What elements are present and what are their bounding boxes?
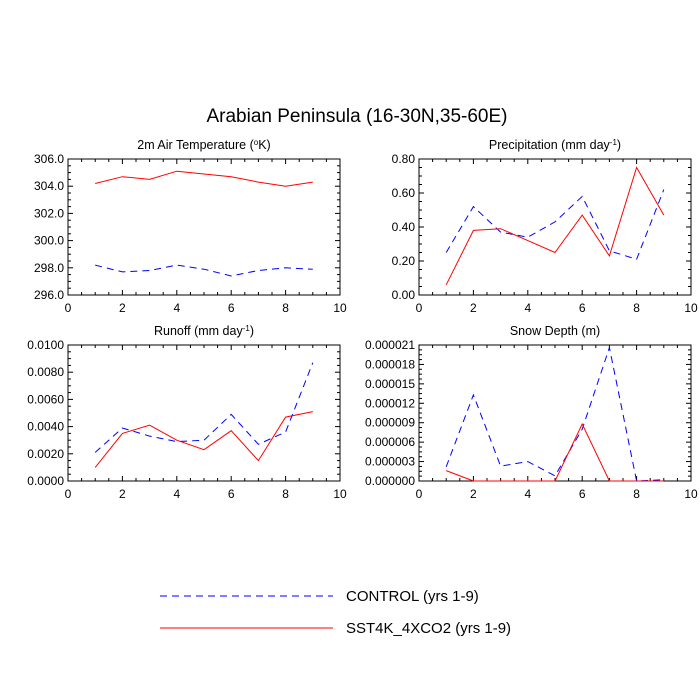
legend-entry: CONTROL (yrs 1-9) — [160, 588, 479, 605]
plot-frame — [67, 158, 341, 296]
y-tick-label: 0.80 — [392, 152, 416, 166]
x-tick-label: 2 — [470, 487, 477, 501]
x-tick-label: 2 — [119, 487, 126, 501]
y-tick-label: 298.0 — [34, 261, 64, 275]
y-tick-label: 0.60 — [392, 186, 416, 200]
panels: 2m Air Temperature (oK) 0 2 4 6 8 10 296.0 298.0… — [27, 138, 698, 502]
series-line-control — [445, 345, 664, 482]
series-line-control — [445, 189, 665, 260]
x-tick-label: 0 — [416, 301, 423, 315]
y-tick-label: 302.0 — [34, 206, 64, 220]
series-line-sst4k-4xco2 — [95, 170, 313, 187]
x-tick-label: 0 — [65, 487, 72, 501]
y-tick-label: 300.0 — [34, 234, 64, 248]
plot-frame — [418, 344, 692, 482]
figure-title: Arabian Peninsula (16-30N,35-60E) — [206, 106, 507, 127]
y-tick-label: 0.0040 — [27, 420, 64, 434]
x-tick-label: 0 — [416, 487, 423, 501]
x-tick-label: 2 — [119, 301, 126, 315]
series-line-sst4k-4xco2 — [446, 422, 664, 482]
x-tick-label: 6 — [228, 487, 235, 501]
x-tick-label: 10 — [333, 487, 347, 501]
y-tick-label: 0.0080 — [27, 365, 64, 379]
x-tick-label: 2 — [470, 301, 477, 315]
legend-entry: SST4K_4XCO2 (yrs 1-9) — [160, 620, 511, 637]
x-tick-label: 10 — [333, 301, 347, 315]
y-tick-label: 0.0100 — [27, 338, 64, 352]
series-line-control — [95, 264, 313, 277]
panel-3: Runoff (mm day-1) 0 2 4 6 8 10 0.0000 0.0020 0.00… — [27, 324, 347, 502]
y-tick-label: 0.000000 — [365, 474, 415, 488]
panel-title: 2m Air Temperature (oK) — [137, 138, 270, 153]
y-tick-label: 296.0 — [34, 288, 64, 302]
panel-title: Snow Depth (m) — [510, 324, 600, 338]
x-tick-label: 4 — [173, 487, 180, 501]
y-tick-label: 304.0 — [34, 179, 64, 193]
y-tick-label: 306.0 — [34, 152, 64, 166]
y-tick-label: 0.000015 — [365, 377, 415, 391]
panel-title: Runoff (mm day-1) — [154, 324, 254, 339]
legend: CONTROL (yrs 1-9) SST4K_4XCO2 (yrs 1-9) — [160, 588, 511, 637]
x-tick-label: 10 — [684, 487, 698, 501]
x-tick-label: 8 — [633, 487, 640, 501]
legend-label: SST4K_4XCO2 (yrs 1-9) — [346, 620, 511, 637]
series-line-sst4k-4xco2 — [94, 411, 313, 468]
panel-1: 2m Air Temperature (oK) 0 2 4 6 8 10 296.0 298.0… — [34, 138, 347, 316]
x-tick-label: 4 — [173, 301, 180, 315]
y-tick-label: 0.000006 — [365, 435, 415, 449]
y-tick-label: 0.0000 — [27, 474, 64, 488]
series-line-control — [94, 362, 314, 453]
x-tick-label: 8 — [282, 301, 289, 315]
panel-title: Precipitation (mm day-1) — [489, 138, 621, 153]
x-tick-label: 8 — [633, 301, 640, 315]
x-tick-label: 6 — [579, 301, 586, 315]
y-tick-label: 0.000012 — [365, 396, 415, 410]
y-tick-label: 0.000003 — [365, 455, 415, 469]
x-tick-label: 0 — [65, 301, 72, 315]
plot-frame — [67, 344, 341, 482]
x-tick-label: 4 — [524, 301, 531, 315]
x-tick-label: 4 — [524, 487, 531, 501]
y-tick-label: 0.000018 — [365, 357, 415, 371]
y-tick-label: 0.000009 — [365, 416, 415, 430]
panel-2: Precipitation (mm day-1) 0 2 4 6 8 10 0.00 0.20 0… — [392, 138, 698, 316]
x-tick-label: 6 — [579, 487, 586, 501]
y-tick-label: 0.0020 — [27, 447, 64, 461]
x-tick-label: 8 — [282, 487, 289, 501]
legend-label: CONTROL (yrs 1-9) — [346, 588, 479, 605]
y-tick-label: 0.20 — [392, 254, 416, 268]
series-line-sst4k-4xco2 — [445, 166, 665, 286]
x-tick-label: 10 — [684, 301, 698, 315]
y-tick-label: 0.00 — [392, 288, 416, 302]
y-tick-label: 0.0060 — [27, 392, 64, 406]
panel-4: Snow Depth (m) 0 2 4 6 8 10 0.000000 0.000003 0.0… — [365, 324, 698, 501]
y-tick-label: 0.000021 — [365, 338, 415, 352]
x-tick-label: 6 — [228, 301, 235, 315]
y-tick-label: 0.40 — [392, 220, 416, 234]
plot-frame — [418, 158, 692, 296]
